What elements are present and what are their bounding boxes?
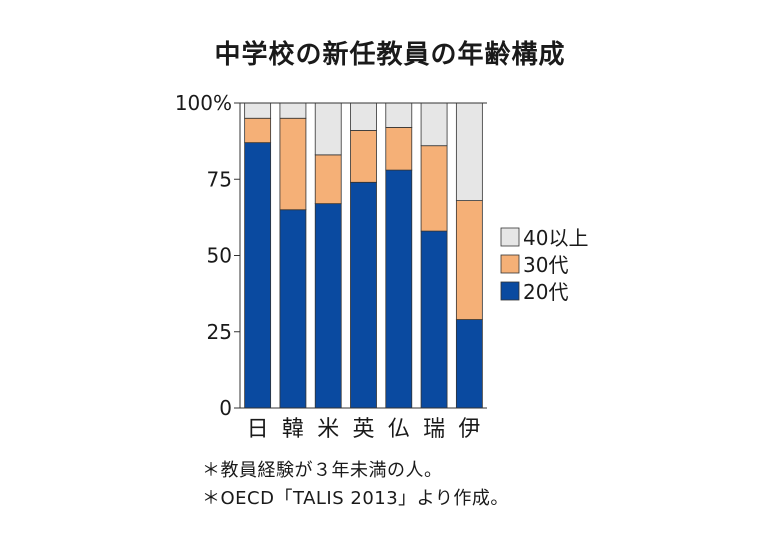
bar-40以上-韓 [279,102,307,119]
legend-label-40以上: 40以上 [523,226,588,250]
x-tick-label: 日 [247,417,269,442]
y-tick-label: 75 [207,167,232,191]
footnote-definition: ＊教員経験が３年未満の人。 [202,460,443,481]
y-tick-label: 100% [175,91,232,115]
chart-title: 中学校の新任教員の年齢構成 [214,40,566,70]
bar-20代-韓 [279,209,307,409]
legend-swatch-30代 [500,254,520,274]
legend-layer: 40以上 30代 20代 [500,226,588,304]
bar-40以上-仏 [385,102,413,128]
bar-40以上-英 [350,102,377,131]
bar-30代-瑞 [420,145,448,232]
bar-40以上-瑞 [420,102,448,147]
bars-layer [244,102,483,409]
bar-40以上-日 [244,102,272,119]
x-tick-label: 仏 [388,417,410,442]
legend-swatch-40以上 [500,227,520,247]
bar-20代-瑞 [420,230,448,409]
bar-20代-仏 [385,169,413,409]
footnote-source: ＊OECD「TALIS 2013」より作成。 [202,488,509,509]
axis-layer: 日韓米英仏瑞伊 0 25 50 75 100% [175,91,487,442]
bar-20代-日 [244,142,272,409]
bar-30代-伊 [455,200,483,320]
legend-label-30代: 30代 [523,253,568,277]
legend-label-20代: 20代 [523,280,568,304]
bar-20代-米 [314,203,342,409]
bar-40以上-伊 [455,102,483,201]
y-tick-label: 50 [207,244,232,268]
bar-40以上-米 [314,102,342,156]
x-tick-label: 韓 [282,417,304,442]
x-tick-label: 伊 [458,417,480,442]
bar-30代-英 [350,130,377,183]
x-tick-label: 英 [352,417,374,442]
x-tick-label: 米 [317,417,339,442]
y-tick-label: 25 [207,320,232,344]
x-tick-label: 瑞 [423,417,445,442]
y-tick-label: 0 [219,396,232,420]
bar-20代-伊 [455,319,483,409]
bar-30代-仏 [385,127,413,171]
bar-20代-英 [350,181,377,409]
legend-swatch-20代 [500,281,520,301]
bar-30代-米 [314,154,342,205]
bar-30代-韓 [279,117,307,211]
bar-30代-日 [244,117,272,144]
